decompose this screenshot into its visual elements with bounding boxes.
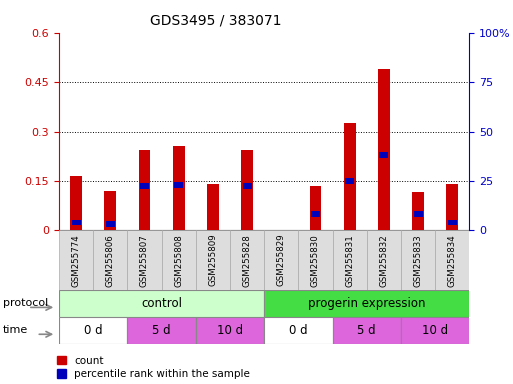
Text: 0 d: 0 d xyxy=(289,324,308,337)
Bar xyxy=(264,230,299,290)
Bar xyxy=(127,317,196,344)
Bar xyxy=(299,230,332,290)
Bar xyxy=(162,230,196,290)
Bar xyxy=(413,211,423,217)
Text: GSM255833: GSM255833 xyxy=(413,234,423,286)
Text: GSM255834: GSM255834 xyxy=(448,234,457,286)
Text: 5 d: 5 d xyxy=(152,324,171,337)
Bar xyxy=(140,183,149,189)
Bar xyxy=(332,230,367,290)
Bar xyxy=(367,230,401,290)
Text: GSM255828: GSM255828 xyxy=(243,234,251,286)
Bar xyxy=(378,69,390,230)
Bar xyxy=(435,230,469,290)
Text: 0 d: 0 d xyxy=(84,324,103,337)
Bar xyxy=(106,221,115,227)
Text: 10 d: 10 d xyxy=(422,324,448,337)
Text: GSM255808: GSM255808 xyxy=(174,234,183,286)
Text: GDS3495 / 383071: GDS3495 / 383071 xyxy=(150,13,281,27)
Text: GSM255809: GSM255809 xyxy=(208,234,218,286)
Bar xyxy=(264,317,332,344)
Bar xyxy=(174,182,183,187)
Text: GSM255830: GSM255830 xyxy=(311,234,320,286)
Bar xyxy=(401,230,435,290)
Text: GSM255774: GSM255774 xyxy=(72,234,81,286)
Bar xyxy=(93,230,127,290)
Bar xyxy=(345,178,354,184)
Bar xyxy=(196,317,264,344)
Bar xyxy=(309,186,322,230)
Bar xyxy=(344,123,356,230)
Text: GSM255831: GSM255831 xyxy=(345,234,354,286)
Bar xyxy=(264,290,469,317)
Bar xyxy=(72,220,81,225)
Text: time: time xyxy=(3,325,28,335)
Text: GSM255806: GSM255806 xyxy=(106,234,115,286)
Bar xyxy=(127,230,162,290)
Bar xyxy=(332,317,401,344)
Legend: count, percentile rank within the sample: count, percentile rank within the sample xyxy=(56,356,250,379)
Bar xyxy=(59,290,264,317)
Bar xyxy=(230,230,264,290)
Bar xyxy=(59,317,127,344)
Bar xyxy=(446,184,458,230)
Bar xyxy=(196,230,230,290)
Bar xyxy=(207,184,219,230)
Bar xyxy=(448,220,457,225)
Text: 10 d: 10 d xyxy=(217,324,243,337)
Text: GSM255832: GSM255832 xyxy=(380,234,388,286)
Bar xyxy=(241,150,253,230)
Bar xyxy=(70,176,82,230)
Text: 5 d: 5 d xyxy=(358,324,376,337)
Text: GSM255807: GSM255807 xyxy=(140,234,149,286)
Bar xyxy=(139,150,150,230)
Bar xyxy=(243,183,251,189)
Text: control: control xyxy=(141,297,182,310)
Bar xyxy=(380,152,388,158)
Text: protocol: protocol xyxy=(3,298,48,308)
Bar xyxy=(59,230,93,290)
Bar xyxy=(412,192,424,230)
Bar xyxy=(104,191,116,230)
Text: GSM255829: GSM255829 xyxy=(277,234,286,286)
Text: progerin expression: progerin expression xyxy=(308,297,426,310)
Bar xyxy=(311,211,320,217)
Bar xyxy=(173,146,185,230)
Bar xyxy=(401,317,469,344)
